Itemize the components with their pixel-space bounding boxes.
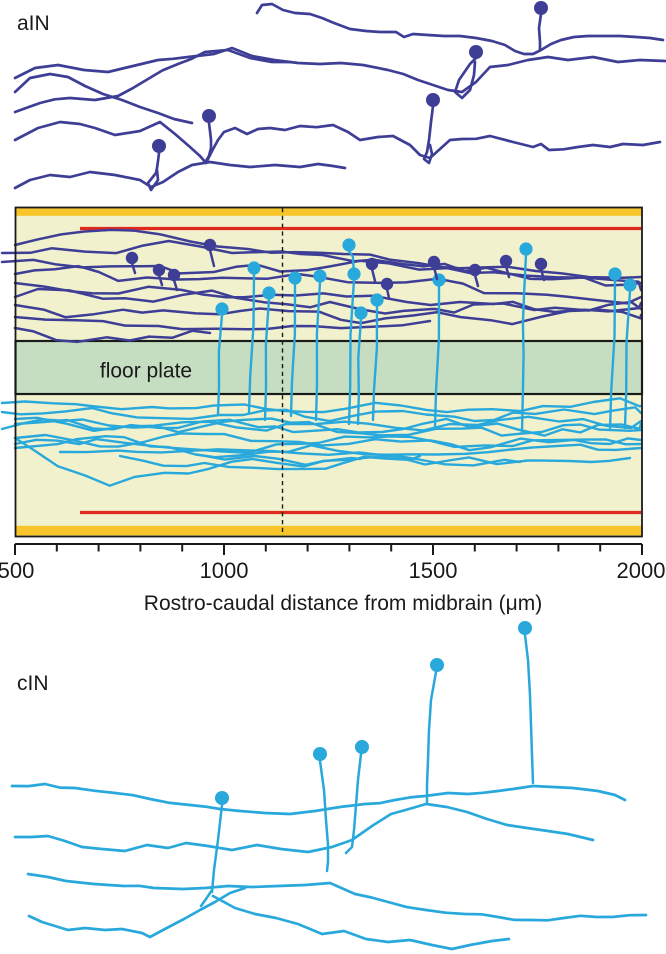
svg-text:500: 500 (0, 558, 34, 583)
svg-text:2000: 2000 (617, 558, 666, 583)
svg-text:1000: 1000 (200, 558, 249, 583)
svg-text:floor plate: floor plate (100, 360, 192, 383)
svg-text:aIN: aIN (17, 12, 50, 35)
svg-text:1500: 1500 (409, 558, 458, 583)
svg-text:cIN: cIN (17, 672, 49, 695)
svg-text:Rostro-caudal distance from mi: Rostro-caudal distance from midbrain (μm… (144, 592, 542, 615)
